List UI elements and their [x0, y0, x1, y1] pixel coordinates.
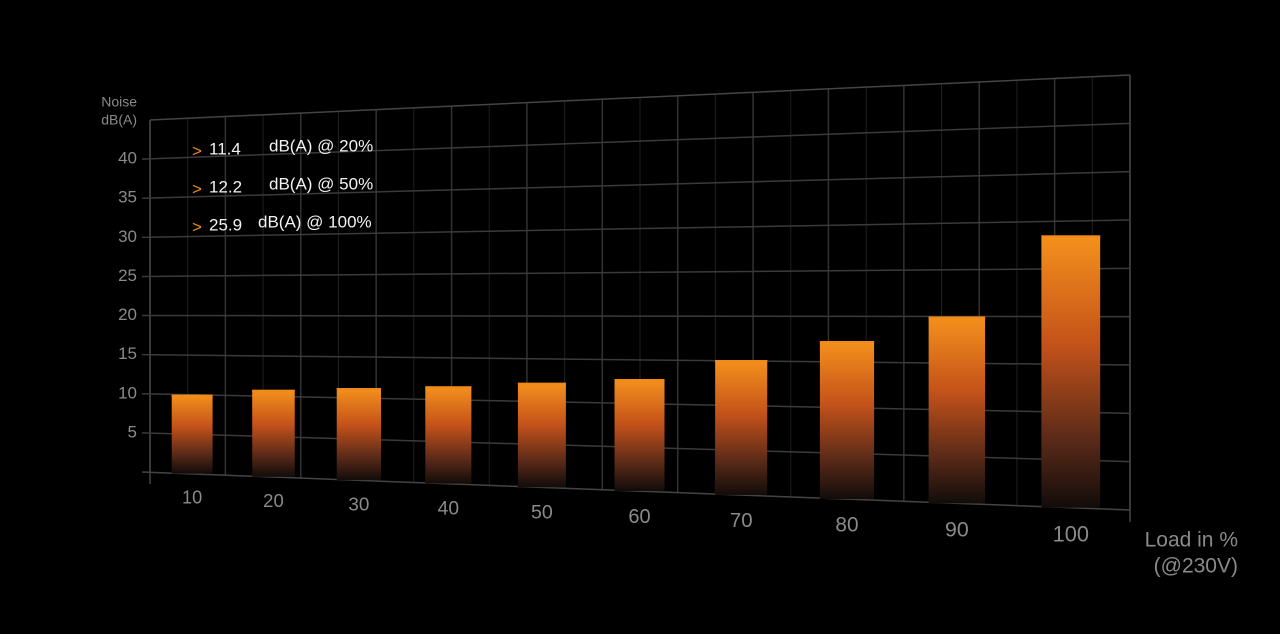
y-tick-label: 25: [118, 266, 137, 285]
annotation-value: 25.9: [209, 215, 242, 234]
bar-top: [1041, 235, 1101, 238]
annotation-unit: dB(A) @ 50%: [269, 174, 373, 193]
x-axis-label: (@230V): [1154, 555, 1238, 578]
bar: [614, 379, 665, 491]
y-tick-label: 10: [118, 383, 137, 402]
bar: [336, 388, 381, 481]
annotation-marker: >: [192, 217, 202, 236]
y-tick-label: 30: [118, 227, 137, 246]
annotation-unit: dB(A) @ 100%: [258, 212, 372, 231]
x-tick-label: 80: [835, 514, 858, 537]
x-tick-label: 10: [182, 488, 202, 508]
bar: [171, 394, 213, 474]
bar: [1041, 235, 1101, 508]
bar-top: [614, 379, 665, 382]
y-axis-label: Noise: [101, 94, 137, 110]
grid-line: [141, 267, 1131, 278]
annotation-marker: >: [192, 179, 202, 198]
y-tick-label: 5: [128, 422, 137, 441]
bar: [715, 360, 768, 495]
bar: [252, 389, 295, 477]
grid-line: [141, 170, 1131, 199]
bars: [171, 235, 1101, 508]
y-tick-label: 20: [118, 305, 137, 324]
grid-line: [141, 219, 1131, 239]
bar: [928, 316, 986, 504]
bar: [425, 386, 472, 484]
y-tick-label: 15: [118, 344, 137, 363]
x-tick-label: 30: [348, 494, 369, 515]
annotation-marker: >: [192, 141, 202, 160]
y-tick-label: 35: [118, 188, 137, 207]
bar: [819, 341, 875, 500]
x-tick-label: 70: [730, 510, 753, 532]
y-axis-label: dB(A): [101, 112, 137, 128]
bar-top: [715, 360, 768, 363]
x-tick-label: 20: [263, 490, 284, 511]
y-tick-label: 40: [118, 149, 137, 168]
bar-top: [252, 389, 295, 392]
labels: 5 10 15 20 25 30 35 40 10 20 30 40 50 60 70 80 90 100 Nois…: [101, 94, 1238, 578]
x-axis-label: Load in %: [1145, 529, 1238, 552]
bar: [517, 382, 566, 488]
x-tick-label: 60: [628, 506, 650, 528]
top-edge: [149, 74, 1131, 121]
bar-top: [425, 386, 472, 389]
x-tick-label: 40: [438, 499, 459, 520]
bar-top: [336, 388, 381, 391]
x-tick-label: 100: [1053, 521, 1089, 546]
x-tick-label: 90: [945, 517, 969, 541]
annotation-value: 12.2: [209, 177, 242, 196]
baseline: [141, 471, 1131, 511]
bar-top: [819, 341, 875, 344]
bar-top: [928, 316, 986, 319]
x-tick-label: 50: [531, 502, 553, 524]
annotation-value: 11.4: [209, 139, 241, 158]
grid-line: [141, 122, 1131, 160]
bar-top: [517, 382, 566, 385]
annotation-unit: dB(A) @ 20%: [269, 136, 373, 155]
bar-top: [171, 394, 213, 397]
